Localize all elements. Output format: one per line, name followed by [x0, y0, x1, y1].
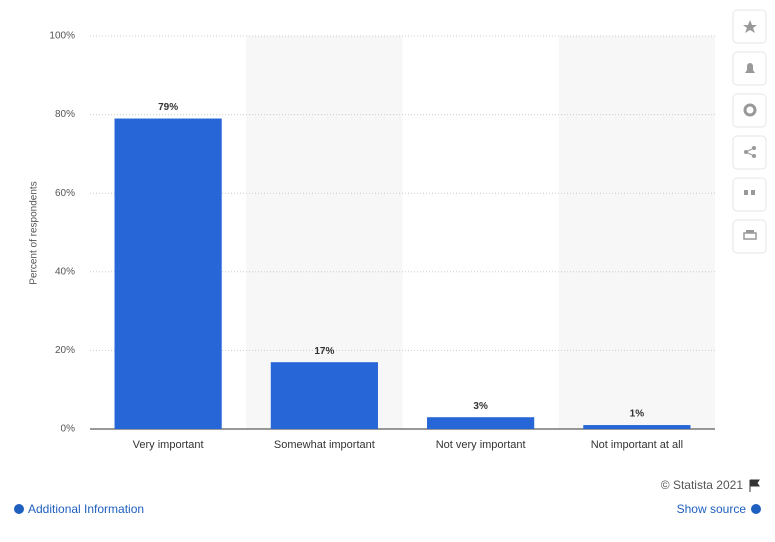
info-icon — [14, 504, 24, 514]
y-tick-label: 60% — [55, 188, 75, 199]
x-tick-label: Not important at all — [591, 439, 683, 451]
copyright: © Statista 2021 — [661, 478, 744, 492]
bar — [427, 417, 535, 429]
y-tick-label: 80% — [55, 109, 75, 120]
y-axis-label: Percent of respondents — [29, 181, 40, 284]
favorite-button[interactable] — [732, 9, 767, 44]
x-tick-label: Somewhat important — [274, 439, 375, 451]
notification-button[interactable] — [732, 51, 767, 86]
value-label: 79% — [158, 102, 178, 113]
value-label: 3% — [473, 401, 488, 412]
band-shade — [558, 36, 715, 429]
settings-button[interactable] — [732, 93, 767, 128]
bar — [114, 118, 222, 429]
bar — [270, 362, 378, 429]
flag-icon — [749, 479, 760, 492]
y-tick-label: 20% — [55, 345, 75, 356]
cite-button[interactable] — [732, 177, 767, 212]
value-label: 17% — [314, 346, 334, 357]
value-label: 1% — [630, 409, 645, 420]
y-tick-label: 0% — [61, 424, 76, 435]
bar — [583, 425, 691, 429]
y-tick-label: 100% — [49, 31, 75, 42]
toolbar — [732, 9, 767, 254]
x-tick-label: Very important — [133, 439, 204, 451]
share-button[interactable] — [732, 135, 767, 170]
print-button[interactable] — [732, 219, 767, 254]
x-tick-label: Not very important — [436, 439, 526, 451]
show-source-link[interactable]: Show source — [677, 502, 747, 516]
info-icon — [751, 504, 761, 514]
additional-info-link[interactable]: Additional Information — [28, 502, 144, 516]
y-tick-label: 40% — [55, 266, 75, 277]
